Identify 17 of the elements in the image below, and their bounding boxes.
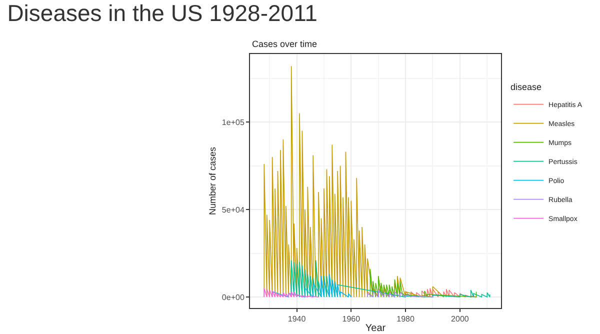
x-tick-label: 1980 [396,314,415,324]
chart-subtitle: Cases over time [252,39,318,49]
line-series [264,288,319,298]
y-axis-title: Number of cases [207,146,218,216]
chart-title: Diseases in the US 1928-2011 [7,0,318,26]
y-tick-label: 5e+04 [222,205,245,214]
legend-title: disease [510,82,542,92]
line-series [264,66,444,298]
y-tick-label: 1e+05 [222,118,245,127]
line-series [370,268,477,298]
x-tick-label: 2000 [451,314,470,324]
x-axis-title: Year [365,323,386,334]
line-series [272,274,352,298]
y-tick-label: 0e+00 [222,292,245,302]
line-series [367,290,434,298]
x-tick-label: 1940 [288,314,306,324]
x-tick-label: 1960 [342,314,361,324]
